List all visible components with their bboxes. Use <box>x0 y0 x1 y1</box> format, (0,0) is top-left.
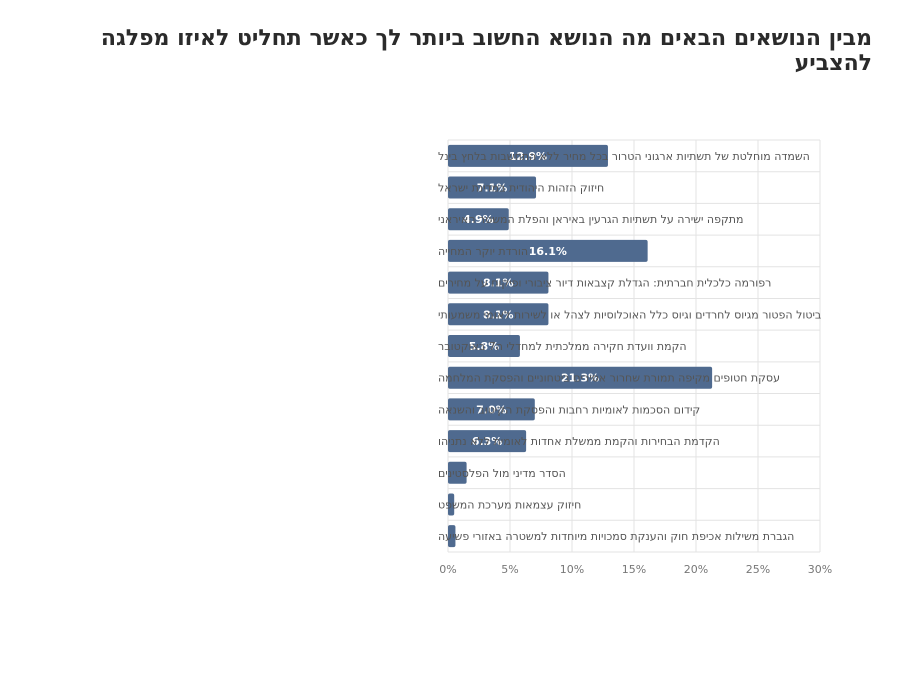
data-label: 8.1% <box>483 277 514 290</box>
bar <box>448 335 520 357</box>
data-label: 21.3% <box>561 372 599 385</box>
bar <box>448 430 527 453</box>
category-label: קידום הסכמות לאומיות רחבות והפסקת הקיטוב… <box>438 403 700 416</box>
bar <box>448 366 713 389</box>
bar <box>448 461 467 484</box>
x-tick-label: 15% <box>622 563 646 576</box>
bar <box>448 176 537 199</box>
data-label: 5.8% <box>469 340 500 353</box>
x-tick-label: 25% <box>746 563 770 576</box>
category-label: השמדה מוחלטת של תשתיות ארגוני הטרור בכל … <box>438 150 810 163</box>
category-label: חיזוק עצמאות מערכת המשפט <box>438 498 581 511</box>
category-label: הסדר מדיני מול הפלסטינים <box>438 467 566 480</box>
category-labels: השמדה מוחלטת של תשתיות ארגוני הטרור בכל … <box>438 150 821 543</box>
bar <box>448 525 456 548</box>
category-label: ביטול הפטור מגיוס לחרדים וגיוס כלל האוכל… <box>438 308 821 321</box>
bar <box>448 239 648 262</box>
data-label: 12.9% <box>509 150 547 163</box>
data-label: 7.0% <box>476 403 507 416</box>
data-label: 4.9% <box>463 213 494 226</box>
category-label: רפורמה כלכלית חברתית: הגדלת קצבאות דיור … <box>438 277 771 290</box>
data-label: 6.3% <box>472 435 503 448</box>
category-label: הגברת משילות אכיפת חוק והענקת סמכויות מי… <box>438 530 794 543</box>
x-axis-ticks: 0% 5% 10% 15% 20% 25% 30% <box>439 563 832 576</box>
bars: 12.9% 7.1% 4.9% 16.1% 8.1% 8.1% 5.8% 21.3% 7.0% 6… <box>448 144 713 548</box>
x-tick-label: 10% <box>560 563 584 576</box>
category-label: הורדת יוקר המחייה <box>438 245 528 258</box>
bar <box>448 208 509 231</box>
bar <box>448 493 455 516</box>
bar <box>448 144 608 167</box>
data-label: 7.1% <box>477 182 508 195</box>
category-label: עסקת חטופים מקיפה תמורת שחרור אסירים ביט… <box>438 372 780 385</box>
bar <box>448 303 549 326</box>
chart-title: מבין הנושאים הבאים מה הנושא החשוב ביותר … <box>100 26 872 76</box>
category-label: הקדמת הבחירות והקמת ממשלת אחדות לאומית ל… <box>438 435 720 448</box>
grid-lines <box>447 139 821 553</box>
category-label: חיזוק הזהות היהודית במדינת ישראל <box>438 182 604 195</box>
bar <box>448 398 535 421</box>
x-tick-label: 20% <box>684 563 708 576</box>
x-tick-label: 5% <box>501 563 518 576</box>
data-label: 16.1% <box>529 245 567 258</box>
x-tick-label: 30% <box>808 563 832 576</box>
bar <box>448 271 549 294</box>
data-label: 8.1% <box>483 308 514 321</box>
category-label: הקמת וועדת חקירה ממלכתית למחדלי ה7 באוקט… <box>438 340 687 353</box>
category-label: מתקפה ישירה על תשתיות הגרעין באיראן והפל… <box>438 213 743 226</box>
x-tick-label: 0% <box>439 563 456 576</box>
